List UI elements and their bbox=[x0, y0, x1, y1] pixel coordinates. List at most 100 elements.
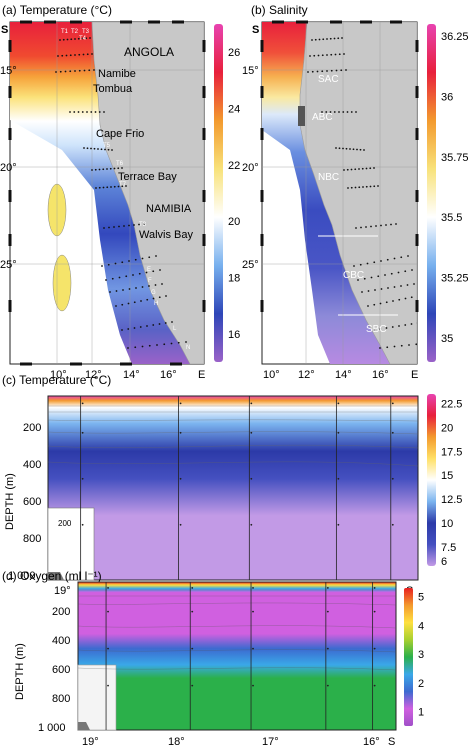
map-station-dot bbox=[350, 186, 353, 189]
current-label-abc: ABC bbox=[312, 112, 333, 123]
transect-label-t1: T1 bbox=[61, 29, 69, 35]
map-station-dot bbox=[338, 147, 341, 150]
map-station-dot bbox=[128, 224, 130, 227]
map-station-dot bbox=[329, 37, 332, 40]
map-station-dot bbox=[158, 323, 161, 325]
map-station-dot bbox=[103, 111, 105, 113]
transect-label-l: L bbox=[173, 326, 177, 332]
map-station-dot bbox=[410, 296, 413, 299]
map-station-dot bbox=[393, 257, 396, 260]
section-d-depth-ticks: 200 400 600 800 1 000 bbox=[38, 606, 70, 734]
map-station-dot bbox=[59, 70, 62, 73]
map-station-dot bbox=[342, 147, 344, 150]
map-b-lon-tick-14: 14° bbox=[335, 369, 352, 381]
map-station-dot bbox=[78, 53, 81, 56]
map-a-corner-e: E bbox=[198, 369, 205, 381]
map-station-dot bbox=[106, 168, 108, 170]
map-station-dot bbox=[133, 327, 136, 329]
map-b-corner-s: S bbox=[252, 24, 259, 36]
map-station-dot bbox=[113, 226, 115, 228]
map-station-dot bbox=[86, 111, 88, 113]
station-sample-dot bbox=[252, 647, 254, 650]
station-sample-dot bbox=[337, 402, 340, 405]
map-station-dot bbox=[125, 275, 128, 278]
map-station-dot bbox=[113, 167, 116, 170]
map-station-dot bbox=[152, 324, 155, 326]
map-a-label-walvis-bay: Walvis Bay bbox=[139, 229, 193, 241]
map-b-abc-marker bbox=[298, 106, 305, 126]
map-station-dot bbox=[132, 274, 134, 276]
map-b-corner-e: E bbox=[411, 369, 418, 381]
map-station-dot bbox=[81, 37, 84, 40]
map-station-dot bbox=[123, 225, 125, 227]
transect-label-f: F bbox=[148, 278, 152, 284]
map-station-dot bbox=[62, 38, 65, 41]
colorbar-b-ticks: 36.25 36 35.75 35.5 35.25 35 bbox=[441, 31, 469, 345]
section-c-field bbox=[47, 395, 419, 581]
map-station-dot bbox=[114, 262, 117, 265]
station-sample-dot bbox=[373, 684, 376, 687]
transect-label-t6: T6 bbox=[116, 161, 124, 167]
station-sample-dot bbox=[81, 402, 84, 405]
map-b-frame-ticks bbox=[260, 20, 419, 312]
map-station-dot bbox=[86, 147, 89, 150]
map-station-dot bbox=[423, 321, 425, 323]
section-d-stations bbox=[105, 582, 376, 730]
map-a-label-tombua: Tombua bbox=[93, 83, 133, 95]
station-sample-dot bbox=[252, 684, 254, 687]
map-station-dot bbox=[107, 148, 110, 151]
map-station-dot bbox=[385, 327, 388, 329]
map-station-dot bbox=[400, 344, 403, 347]
colorbar-tick-label: 6 bbox=[441, 556, 447, 568]
map-station-dot bbox=[365, 185, 368, 188]
station-sample-dot bbox=[191, 610, 194, 613]
map-station-dot bbox=[375, 225, 377, 227]
map-station-dot bbox=[69, 111, 71, 113]
transect-label-t3: T3 bbox=[82, 29, 90, 35]
map-station-dot bbox=[390, 223, 392, 226]
map-station-dot bbox=[128, 288, 131, 290]
map-station-dot bbox=[326, 70, 328, 72]
map-station-dot bbox=[59, 39, 61, 41]
map-station-dot bbox=[85, 37, 88, 40]
map-station-dot bbox=[309, 55, 311, 57]
panel-c-temperature-section: (c) Temperature (°C) 200 200 400 600 800… bbox=[2, 373, 462, 597]
map-station-dot bbox=[338, 53, 341, 56]
map-station-dot bbox=[122, 289, 124, 291]
map-station-dot bbox=[81, 111, 84, 113]
map-station-dot bbox=[387, 287, 389, 289]
map-station-dot bbox=[321, 70, 324, 73]
station-sample-dot bbox=[250, 477, 253, 480]
station-sample-dot bbox=[337, 477, 340, 480]
map-a-lat-tick-15: 15° bbox=[0, 65, 17, 77]
map-station-dot bbox=[121, 185, 124, 188]
colorbar-d bbox=[404, 588, 413, 726]
map-station-dot bbox=[115, 290, 118, 292]
transect-label-h: H bbox=[154, 301, 158, 307]
map-station-dot bbox=[177, 341, 180, 344]
map-b-current-boundaries bbox=[318, 235, 398, 316]
map-station-dot bbox=[111, 277, 114, 280]
transect-label-t7: T7 bbox=[119, 182, 127, 188]
map-station-dot bbox=[90, 147, 92, 150]
map-station-dot bbox=[384, 274, 386, 276]
station-sample-dot bbox=[250, 431, 253, 434]
map-a-frame-ticks bbox=[8, 20, 206, 366]
map-station-dot bbox=[146, 298, 149, 301]
map-station-dot bbox=[357, 279, 359, 281]
map-station-dot bbox=[121, 261, 124, 264]
map-station-dot bbox=[148, 285, 150, 287]
section-c-ylabel: DEPTH (m) bbox=[4, 473, 16, 530]
map-station-dot bbox=[355, 111, 357, 113]
panel-c-title: (c) Temperature (°C) bbox=[2, 373, 111, 387]
map-station-dot bbox=[83, 69, 86, 72]
map-station-dot bbox=[148, 344, 151, 347]
map-station-dot bbox=[141, 286, 144, 288]
map-station-dot bbox=[141, 257, 144, 260]
map-b-lat-tick-20: 20° bbox=[242, 162, 259, 174]
section-c-seafloor-box bbox=[47, 507, 95, 581]
colorbar-c bbox=[427, 394, 436, 566]
map-station-dot bbox=[83, 147, 85, 149]
map-station-dot bbox=[365, 167, 368, 170]
